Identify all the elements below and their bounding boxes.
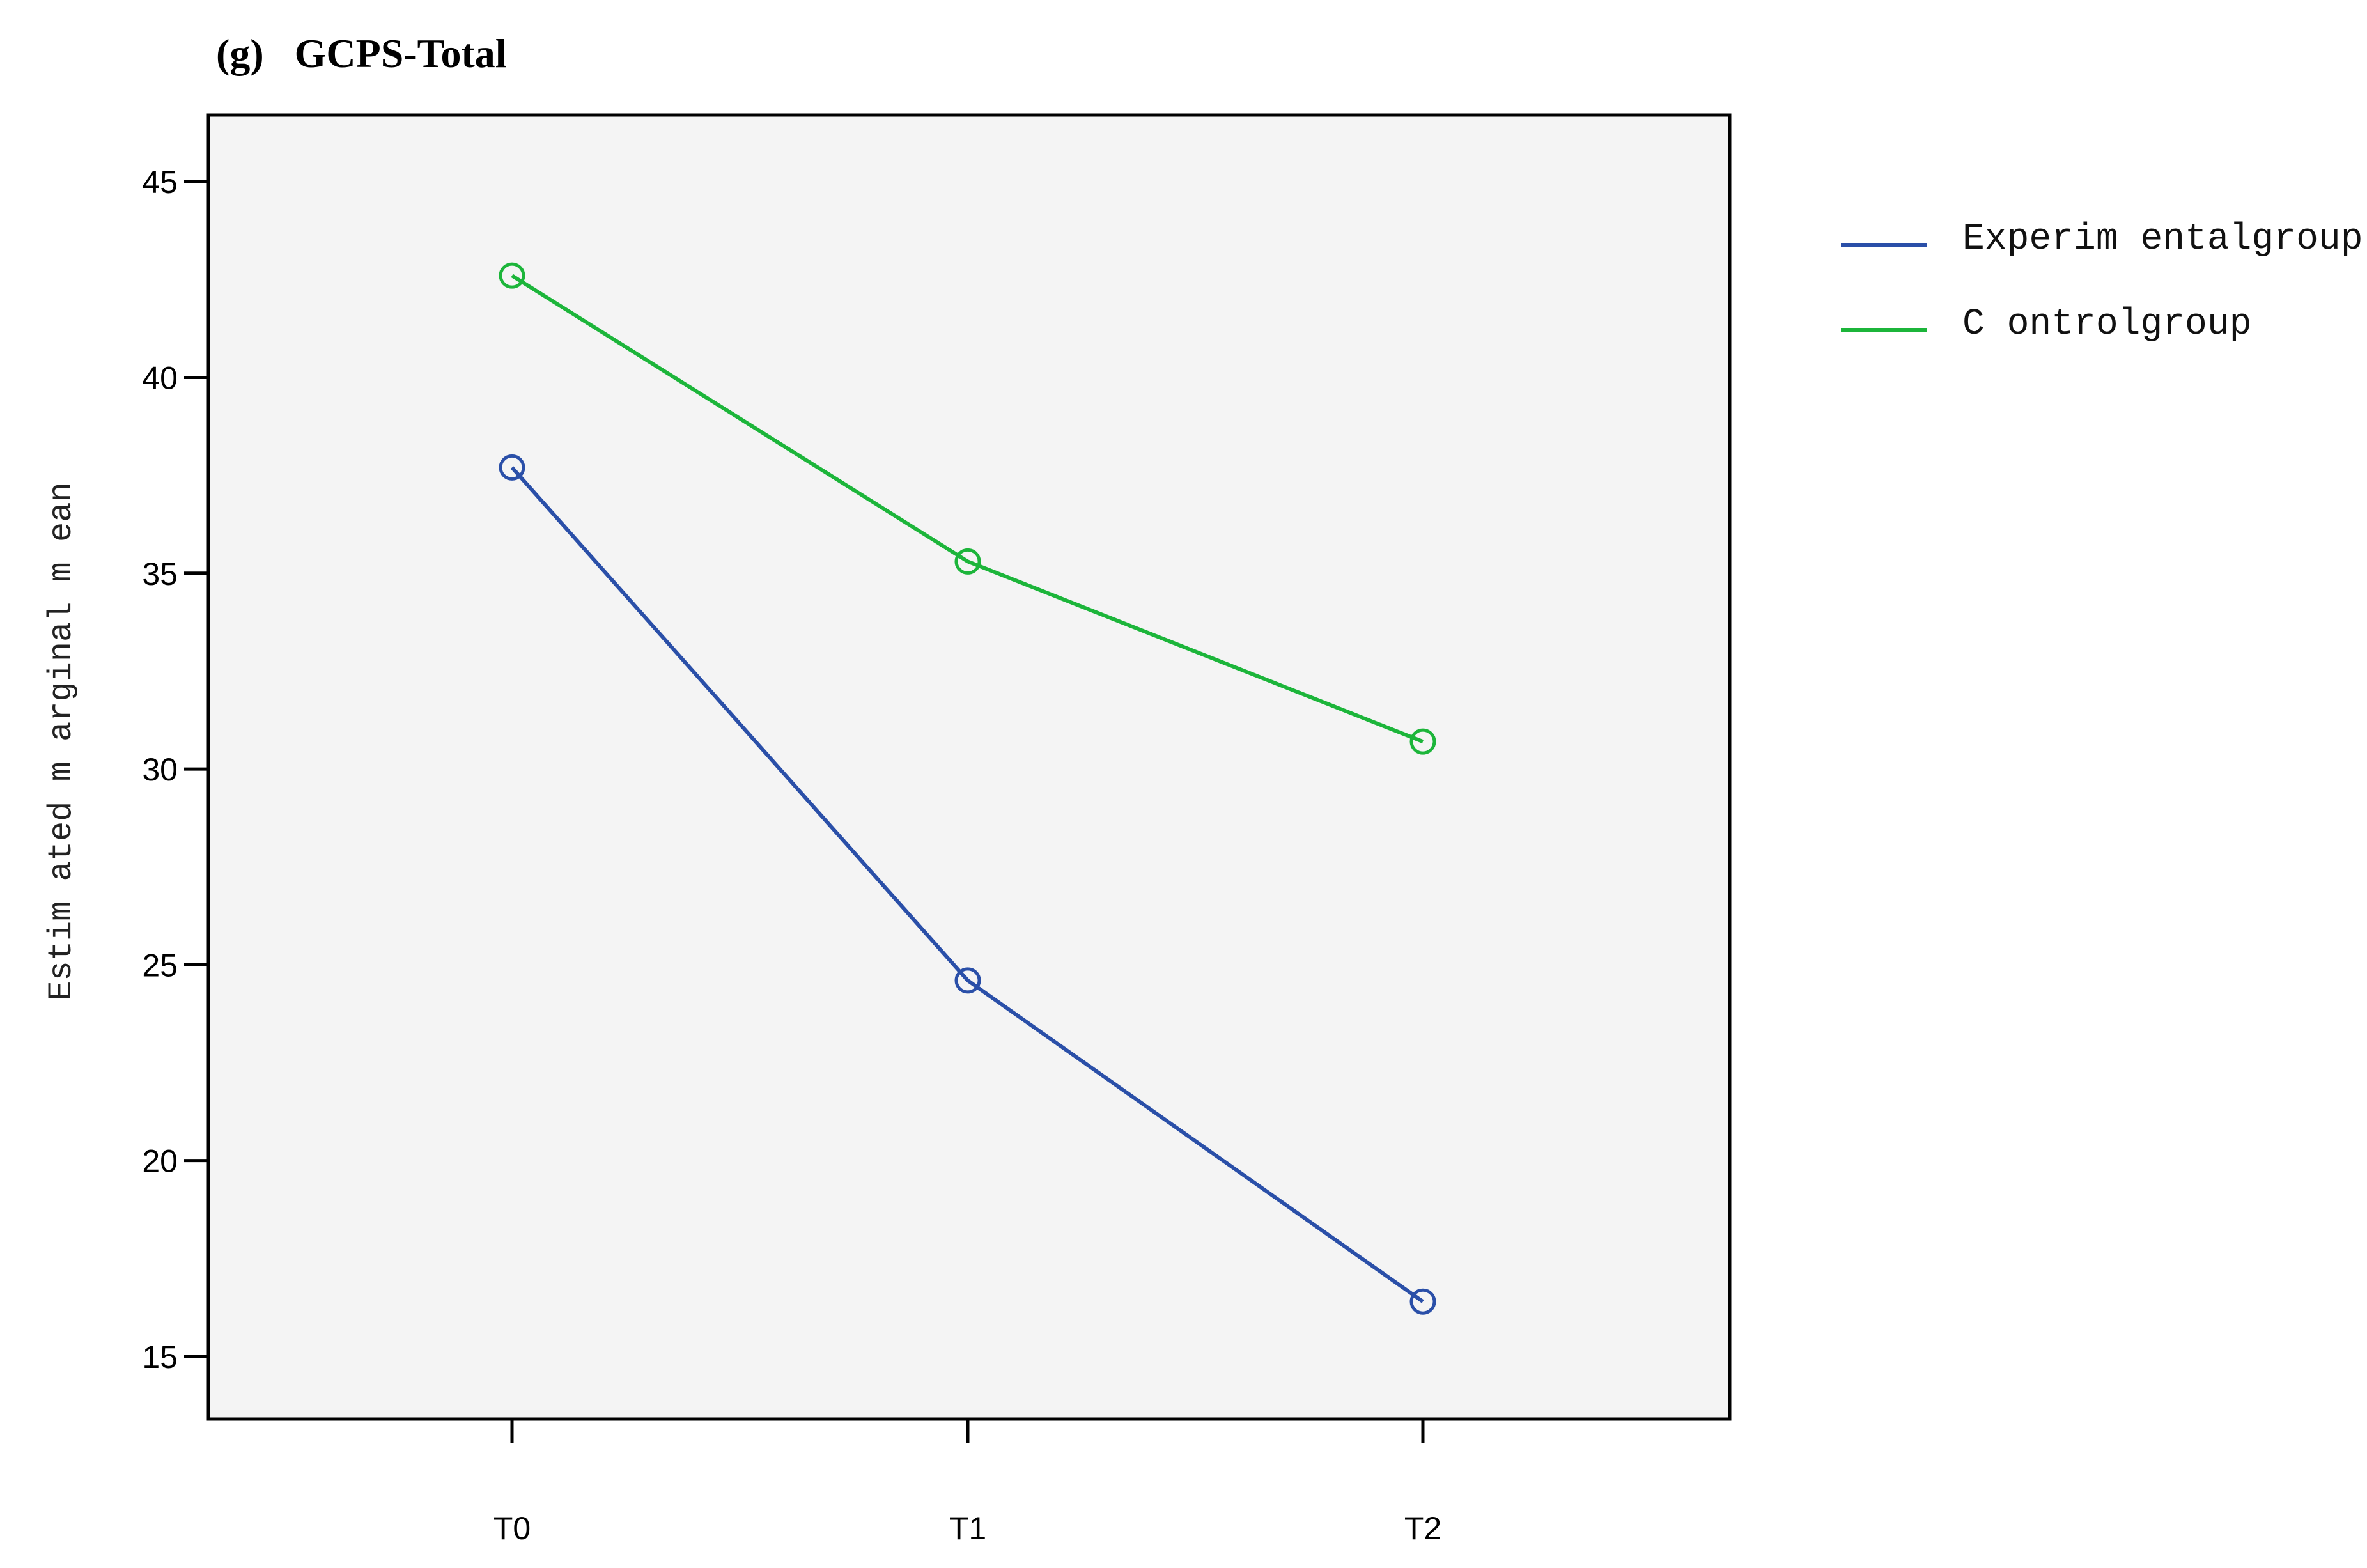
chart-title: (g) GCPS-Total <box>216 31 507 76</box>
data-point <box>1409 728 1436 755</box>
y-tick-label: 25 <box>142 947 178 983</box>
series-line <box>511 274 1424 743</box>
data-point <box>954 548 981 575</box>
series-layer <box>499 262 1436 1315</box>
data-point <box>499 454 525 481</box>
plot-area <box>206 113 1732 1421</box>
legend-item: C ontrolgroup <box>1841 304 2251 345</box>
legend-label: Experim entalgroup <box>1962 219 2363 260</box>
legend: Experim entalgroup C ontrolgroup <box>1841 219 2363 345</box>
series-control <box>499 262 1436 755</box>
y-tick-label: 40 <box>142 360 178 396</box>
x-tick-label-t0: T0 <box>493 1510 531 1546</box>
data-point <box>954 967 981 994</box>
y-tick-label: 30 <box>142 752 178 788</box>
y-tick-label: 20 <box>142 1144 178 1179</box>
y-axis: 15 20 25 30 35 40 45 <box>142 164 208 1375</box>
legend-label: C ontrolgroup <box>1962 304 2251 345</box>
x-axis: T0 T1 T2 <box>493 1419 1441 1546</box>
y-tick-label: 35 <box>142 556 178 592</box>
series-experimental <box>499 454 1436 1315</box>
y-axis-label: Estim ated m arginal m ean <box>43 482 81 1000</box>
series-line <box>510 466 1424 1303</box>
legend-item: Experim entalgroup <box>1841 219 2363 260</box>
y-tick-label: 45 <box>142 164 178 200</box>
data-point <box>499 262 525 289</box>
x-tick-label-t1: T1 <box>949 1510 986 1546</box>
y-tick-label: 15 <box>142 1339 178 1375</box>
data-point <box>1409 1288 1436 1315</box>
x-tick-label-t2: T2 <box>1404 1510 1441 1546</box>
